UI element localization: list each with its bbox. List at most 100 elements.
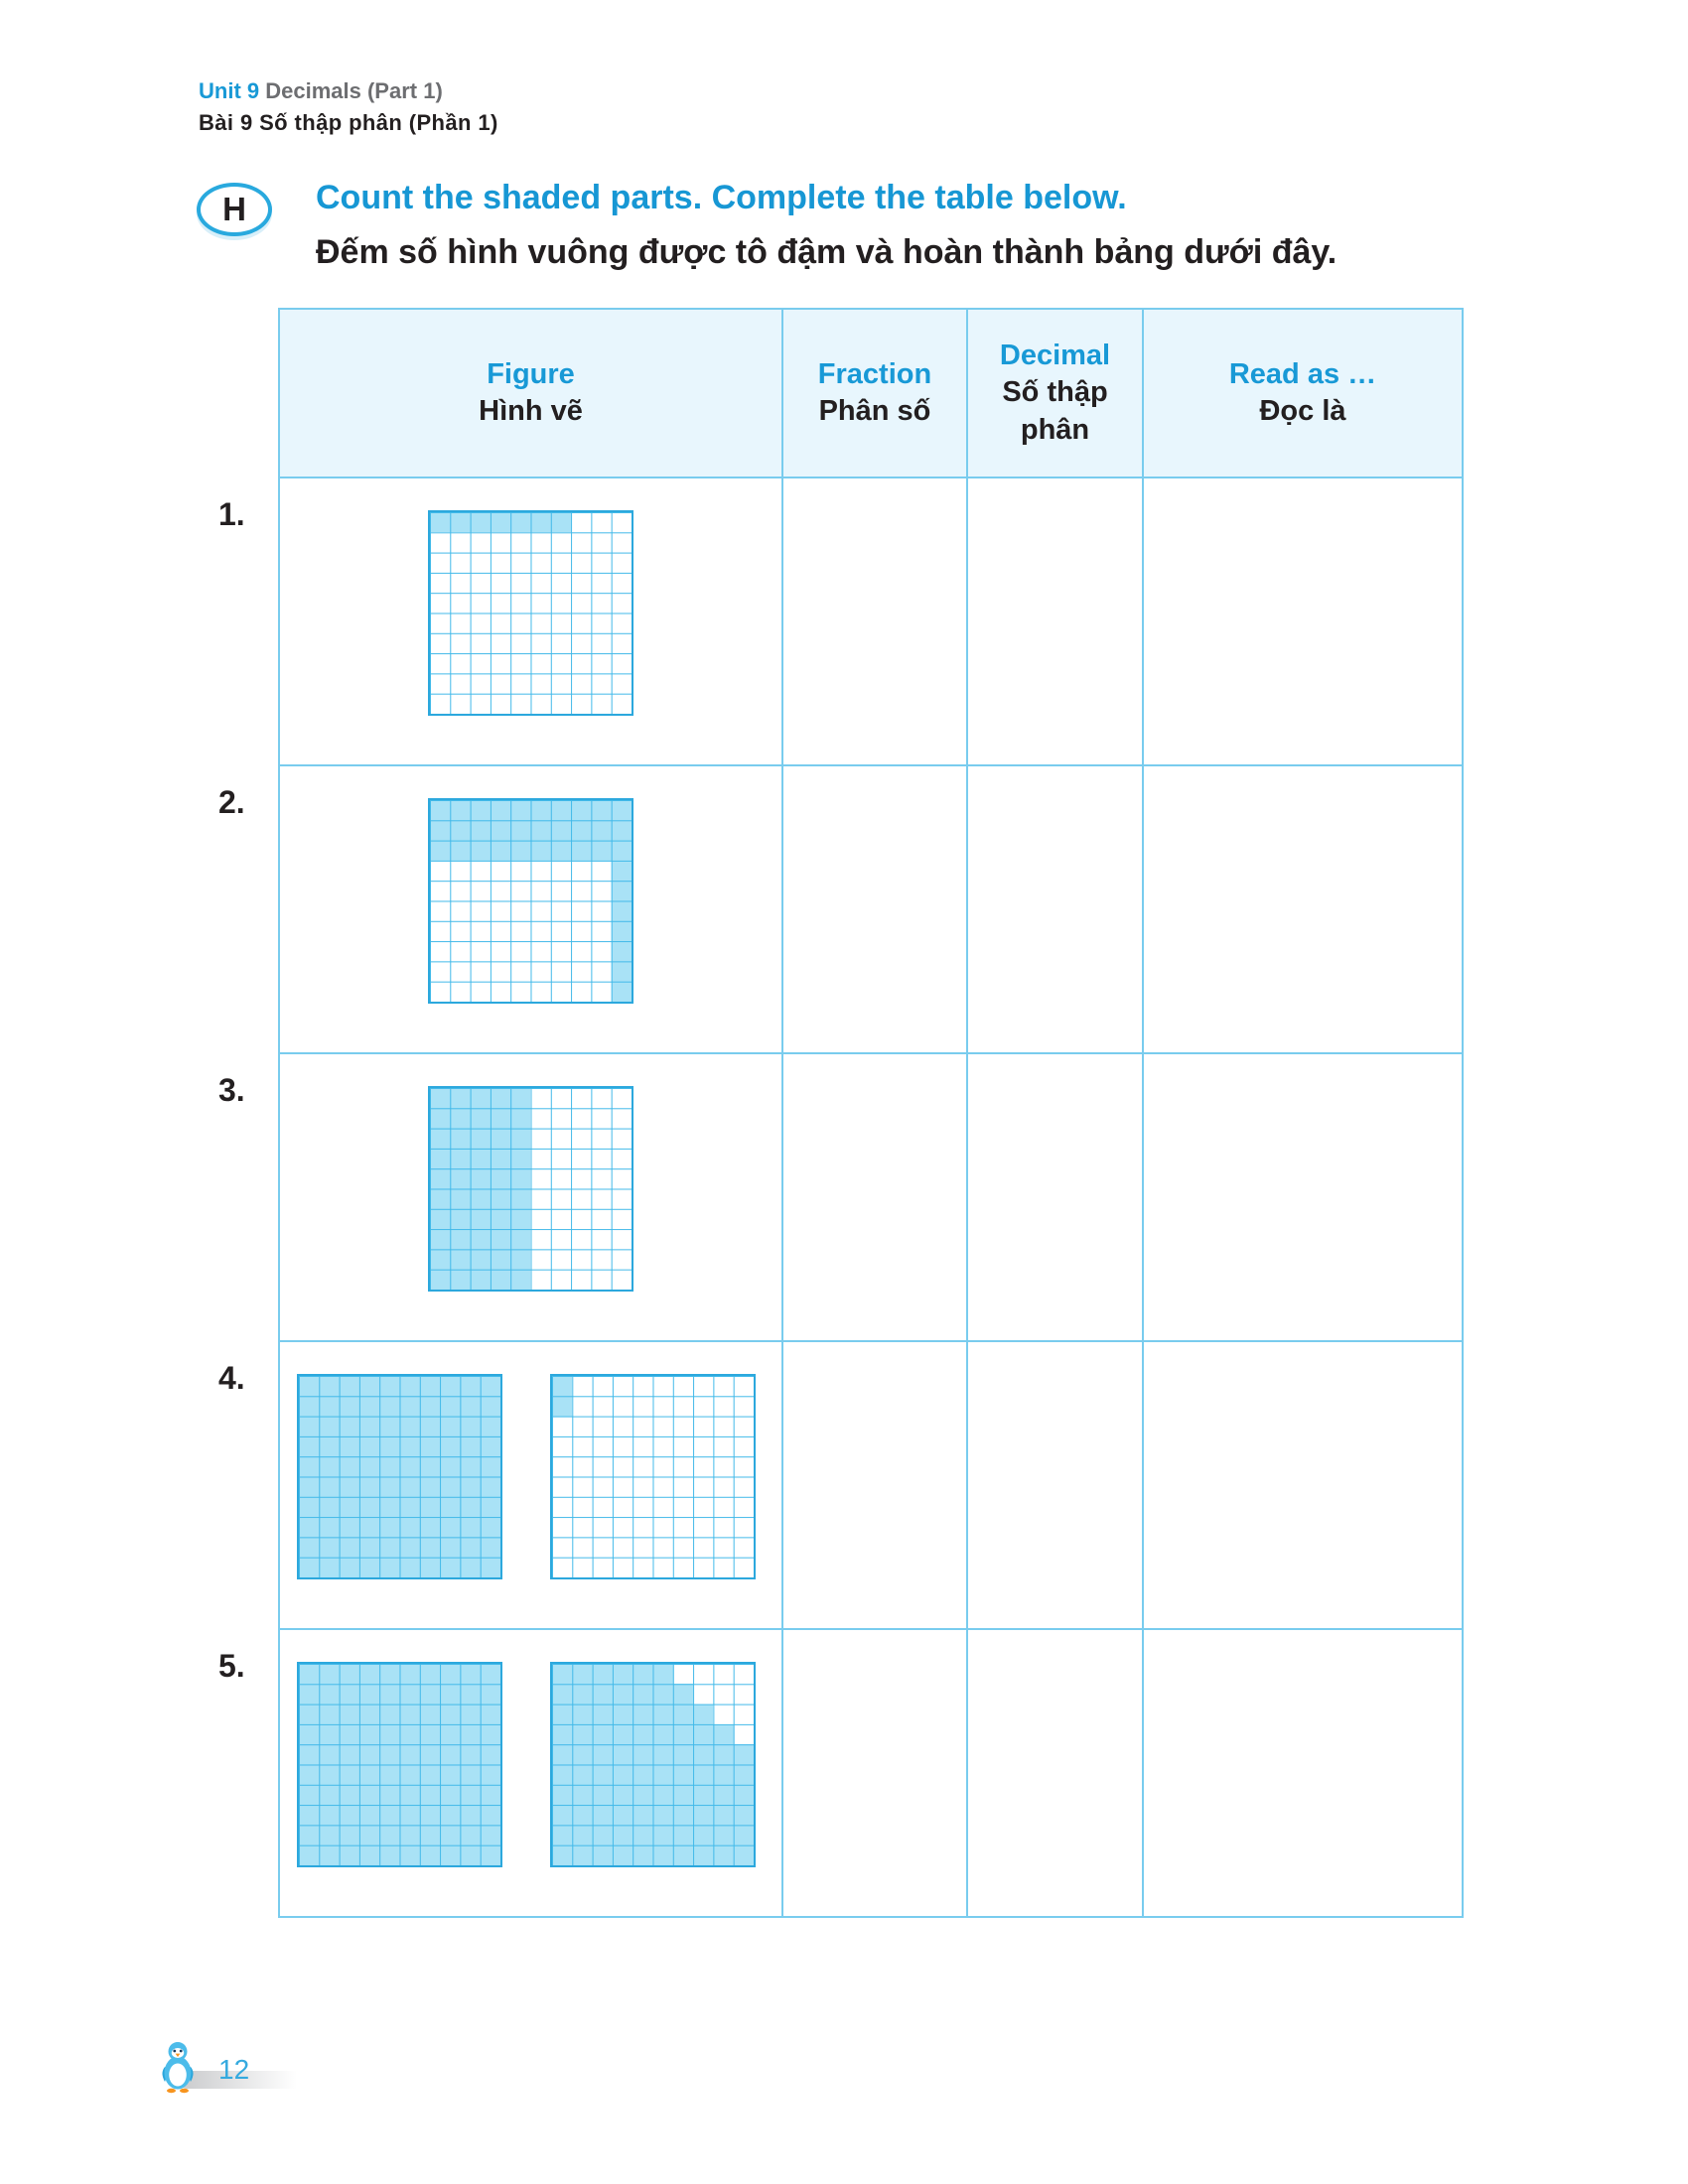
empty-cell [591,1270,611,1290]
empty-cell [652,1436,672,1456]
shaded-cell [480,1456,500,1477]
empty-cell [673,1558,693,1577]
empty-cell [652,1417,672,1436]
figure-cell: 1. [218,477,783,766]
empty-cell [673,1476,693,1496]
shaded-cell [572,1805,593,1826]
shaded-cell [693,1805,714,1826]
shaded-cell [460,1376,481,1397]
empty-cell [571,1270,591,1290]
empty-cell [612,1108,632,1128]
shaded-cell [299,1435,320,1457]
empty-cell [593,1558,613,1577]
shaded-cell [299,1825,320,1845]
empty-cell [693,1396,713,1416]
empty-cell [530,881,550,900]
shaded-cell [440,1825,461,1845]
shaded-cell [733,1784,754,1806]
shaded-cell [552,1396,573,1417]
shaded-cell [672,1704,694,1724]
hundred-grid [550,1374,756,1579]
shaded-cell [611,900,632,921]
shaded-cell [612,1805,633,1826]
shaded-cell [319,1723,340,1745]
empty-cell [571,573,591,593]
hundred-grid [428,798,633,1004]
figure-cell: 3. [218,1052,783,1342]
shaded-cell [399,1476,420,1497]
read-as-cell [1142,1628,1464,1918]
shaded-cell [399,1744,420,1765]
empty-cell [530,633,550,653]
shaded-cell [672,1784,694,1806]
shaded-cell [419,1764,441,1785]
figure-cell: 5. [218,1628,783,1918]
empty-cell [552,1558,572,1577]
hundred-grid [297,1374,502,1579]
empty-cell [591,861,611,881]
shaded-cell [592,1744,613,1765]
empty-cell [612,694,632,714]
empty-cell [591,1249,611,1269]
empty-cell [510,900,530,920]
shaded-cell [430,1188,451,1209]
page-number: 12 [218,2053,250,2085]
shaded-cell [552,1704,573,1724]
shaded-cell [379,1704,400,1724]
empty-cell [430,613,450,632]
empty-cell [530,553,550,573]
empty-cell [572,1476,592,1496]
shaded-cell [319,1704,340,1724]
shaded-cell [470,1168,491,1189]
shaded-cell [339,1416,359,1436]
shaded-cell [440,1537,461,1558]
shaded-cell [319,1844,340,1865]
empty-cell [551,1129,571,1149]
shaded-cell [480,1844,500,1865]
shaded-cell [552,1723,573,1745]
empty-cell [571,633,591,653]
empty-cell [593,1456,613,1476]
shaded-cell [430,1229,451,1250]
shaded-cell [450,1088,471,1109]
empty-cell [591,1229,611,1249]
shaded-cell [379,1844,400,1865]
empty-cell [591,1129,611,1149]
decimal-cell [966,1052,1144,1342]
shaded-cell [592,1825,613,1845]
shaded-cell [419,1416,441,1436]
empty-cell [510,673,530,693]
empty-cell [734,1436,754,1456]
shaded-cell [470,1249,491,1270]
shaded-cell [319,1805,340,1826]
empty-cell [491,633,510,653]
shaded-cell [693,1844,714,1865]
shaded-cell [612,1744,633,1765]
empty-cell [734,1684,754,1704]
shaded-cell [399,1805,420,1826]
shaded-cell [319,1664,340,1685]
shaded-cell [399,1825,420,1845]
fraction-cell [781,1052,968,1342]
shaded-cell [399,1723,420,1745]
shaded-cell [460,1396,481,1417]
empty-cell [673,1664,693,1684]
shaded-cell [733,1744,754,1765]
shaded-cell [319,1416,340,1436]
shaded-cell [319,1557,340,1577]
empty-cell [571,1168,591,1188]
shaded-cell [399,1456,420,1477]
empty-cell [673,1417,693,1436]
shaded-cell [339,1517,359,1538]
empty-cell [612,653,632,673]
shaded-cell [633,1723,653,1745]
empty-cell [430,573,450,593]
shaded-cell [379,1764,400,1785]
shaded-cell [633,1784,653,1806]
shaded-cell [460,1784,481,1806]
empty-cell [591,1108,611,1128]
shaded-cell [510,820,531,841]
empty-cell [613,1497,633,1517]
shaded-cell [379,1396,400,1417]
row-number: 4. [218,1360,245,1396]
